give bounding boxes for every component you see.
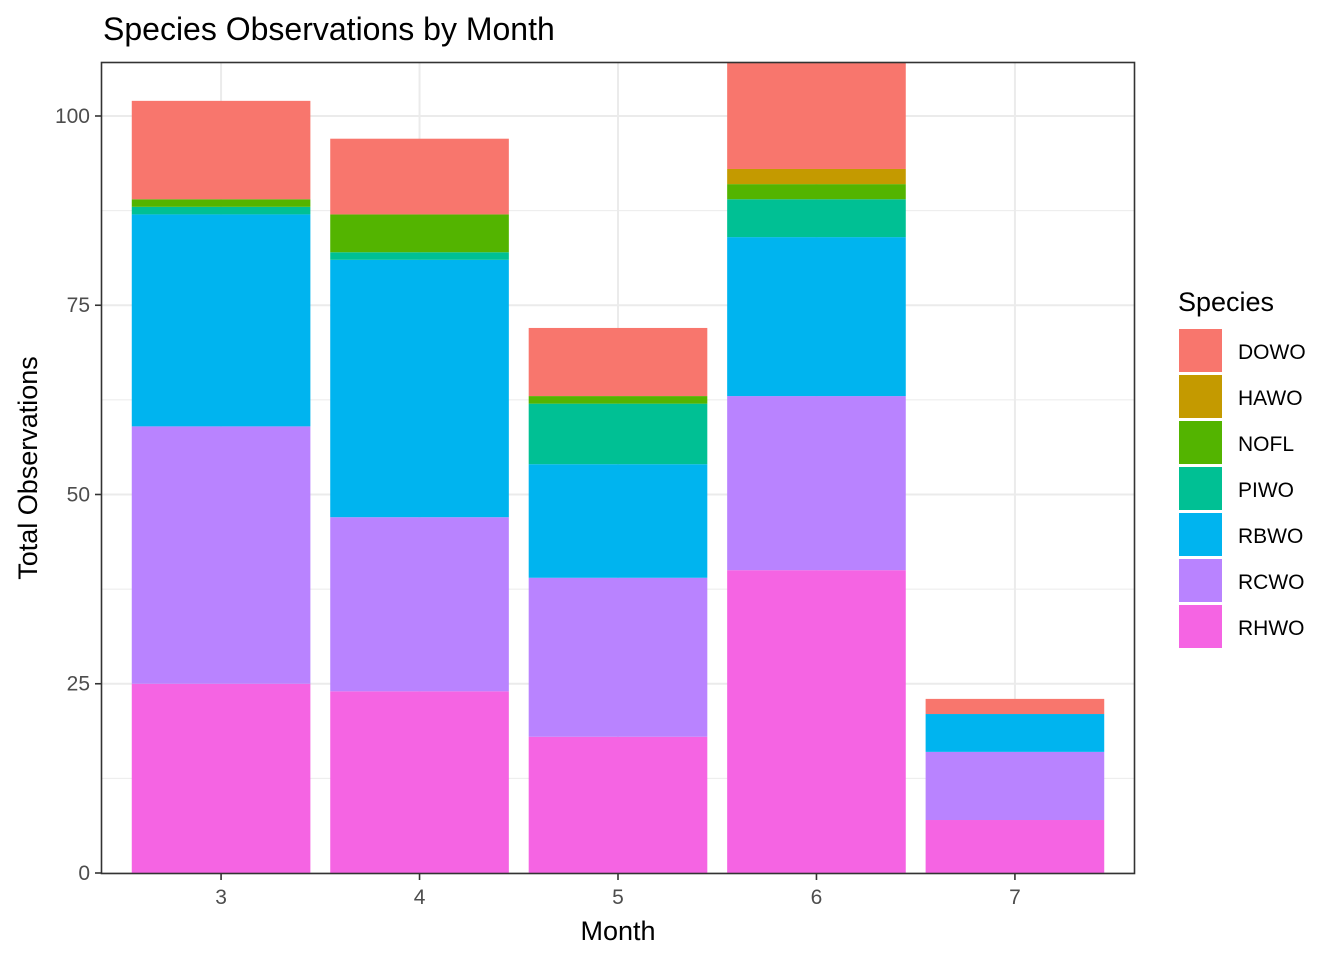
bar-segment-rcwo-month-7 — [925, 751, 1105, 821]
x-axis-label: Month — [580, 916, 655, 946]
bar-segment-rcwo-month-6 — [727, 396, 906, 571]
bar-segment-rbwo-month-3 — [131, 214, 311, 427]
legend-title: Species — [1178, 287, 1274, 317]
bar-segment-piwo-month-3 — [131, 206, 311, 215]
legend-swatch-nofl — [1179, 421, 1222, 464]
legend-label-dowo: DOWO — [1238, 341, 1306, 364]
legend-swatch-rbwo — [1179, 513, 1222, 556]
bar-segment-rbwo-month-4 — [330, 259, 509, 518]
legend-swatch-rhwo — [1179, 605, 1222, 648]
legend-swatch-rcwo — [1179, 559, 1222, 602]
legend-label-piwo: PIWO — [1238, 479, 1294, 502]
legend-swatch-piwo — [1179, 467, 1222, 510]
y-tick-label: 50 — [67, 483, 90, 506]
legend-label-nofl: NOFL — [1238, 433, 1294, 456]
y-tick-label: 100 — [55, 105, 90, 128]
x-tick-label: 5 — [612, 886, 624, 909]
bar-segment-rbwo-month-6 — [727, 237, 906, 397]
bar-segment-dowo-month-5 — [528, 327, 708, 397]
x-tick-label: 3 — [215, 886, 227, 909]
x-tick-label: 7 — [1009, 886, 1021, 909]
bar-segment-hawo-month-6 — [727, 168, 906, 185]
bar-segment-piwo-month-5 — [528, 403, 708, 465]
x-tick-label: 6 — [811, 886, 823, 909]
legend-label-rcwo: RCWO — [1238, 571, 1305, 594]
bars-layer — [131, 63, 1105, 873]
legend-label-hawo: HAWO — [1238, 387, 1303, 410]
bar-segment-rhwo-month-4 — [330, 691, 509, 873]
bar-segment-rcwo-month-4 — [330, 517, 509, 692]
legend-label-rbwo: RBWO — [1238, 525, 1303, 548]
y-axis-label: Total Observations — [13, 356, 43, 580]
bar-segment-rhwo-month-5 — [528, 736, 708, 873]
bar-segment-dowo-month-3 — [131, 100, 311, 200]
axis-layer: 0 25 50 75 100 3 4 5 6 7 — [55, 105, 1021, 909]
bar-segment-nofl-month-4 — [330, 214, 509, 253]
y-tick-label: 75 — [67, 294, 90, 317]
bar-segment-rhwo-month-3 — [131, 683, 311, 873]
bar-segment-nofl-month-6 — [727, 184, 906, 200]
bar-segment-rhwo-month-7 — [925, 820, 1105, 873]
bar-segment-dowo-month-7 — [925, 698, 1105, 715]
bar-segment-rbwo-month-5 — [528, 464, 708, 578]
legend-label-rhwo: RHWO — [1238, 617, 1305, 640]
legend-layer: DOWO HAWO NOFL PIWO RBWO RCWO RHWO — [1179, 329, 1306, 648]
y-tick-label: 0 — [78, 862, 90, 885]
bar-segment-piwo-month-6 — [727, 199, 906, 238]
bar-segment-nofl-month-3 — [131, 199, 311, 207]
bar-segment-rhwo-month-6 — [727, 570, 906, 873]
legend-swatch-dowo — [1179, 329, 1222, 372]
bar-segment-rcwo-month-3 — [131, 426, 311, 684]
bar-segment-dowo-month-4 — [330, 138, 509, 215]
x-tick-label: 4 — [414, 886, 426, 909]
bar-segment-rbwo-month-7 — [925, 714, 1105, 752]
legend-swatch-hawo — [1179, 375, 1222, 418]
chart-title: Species Observations by Month — [103, 11, 555, 47]
bar-segment-piwo-month-4 — [330, 252, 509, 260]
y-tick-label: 25 — [67, 673, 90, 696]
bar-segment-nofl-month-5 — [528, 396, 708, 404]
bar-segment-dowo-month-6 — [727, 63, 906, 169]
bar-segment-rcwo-month-5 — [528, 577, 708, 737]
